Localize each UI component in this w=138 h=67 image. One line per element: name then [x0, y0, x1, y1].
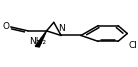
Text: O: O: [2, 22, 9, 31]
Text: N: N: [58, 24, 65, 33]
Text: NH₂: NH₂: [29, 37, 46, 46]
Text: Cl: Cl: [128, 41, 137, 50]
Polygon shape: [35, 31, 47, 47]
